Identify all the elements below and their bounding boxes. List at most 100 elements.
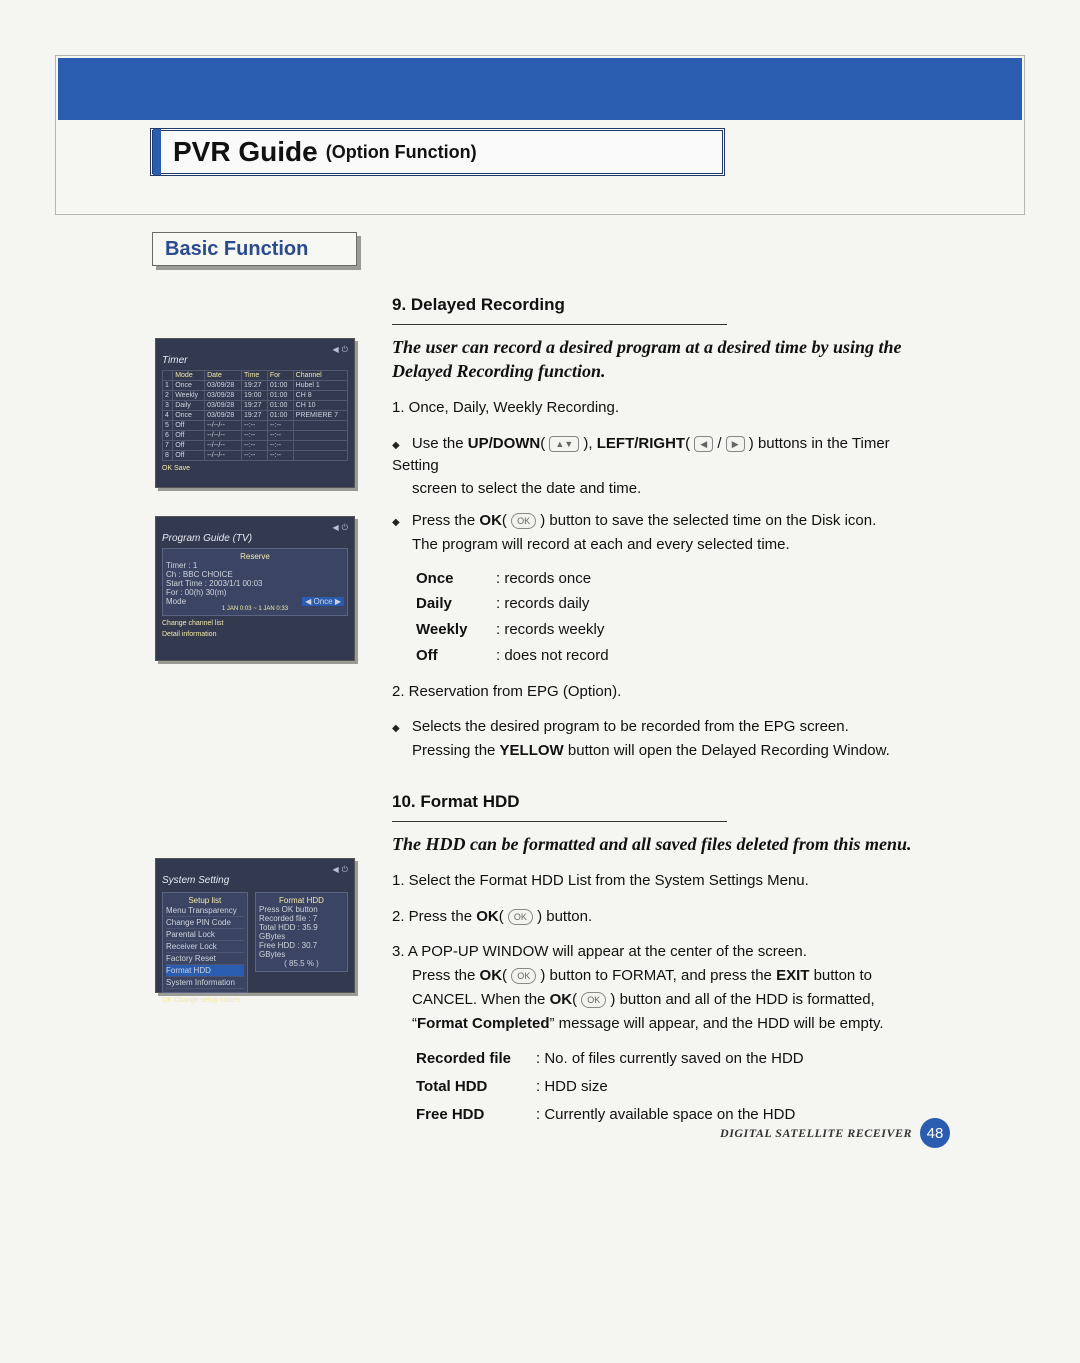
info-line: Total HDD : 35.9 GBytes — [259, 923, 344, 941]
epg-hint1: Change channel list — [162, 620, 348, 627]
list-item: Menu Transparency — [166, 905, 244, 917]
left-icon: ◀ — [694, 436, 713, 452]
ok-label: OK — [550, 991, 573, 1008]
list-item: Receiver Lock — [166, 941, 244, 953]
title-main: PVR Guide — [173, 136, 318, 168]
epg-reserve-panel: Reserve Timer : 1 Ch : BBC CHOICE Start … — [162, 548, 348, 616]
epg-range: 1 JAN 0:03 ~ 1 JAN 0:33 — [166, 606, 344, 612]
table-row: 7Off--/--/----:----:-- — [163, 441, 348, 451]
mode-value: records weekly — [496, 619, 604, 641]
divider — [392, 821, 727, 822]
ok-label: OK — [480, 967, 503, 984]
ok-icon: OK — [511, 513, 536, 529]
section-9-heading: 9. Delayed Recording — [392, 293, 927, 318]
mode-value: records once — [496, 568, 591, 590]
epg-start: Start Time : 2003/1/1 00:03 — [166, 579, 344, 588]
def-value: HDD size — [536, 1076, 608, 1098]
step-2: 2. Reservation from EPG (Option). — [392, 681, 927, 703]
bullet-item: Use the UP/DOWN( ▲▼ ), LEFT/RIGHT( ◀ / ▶… — [392, 433, 927, 500]
table-row: 6Off--/--/----:----:-- — [163, 431, 348, 441]
table-row: 5Off--/--/----:----:-- — [163, 421, 348, 431]
epg-title: Program Guide (TV) — [162, 533, 348, 544]
table-header-row: Mode Date Time For Channel — [163, 371, 348, 381]
list-item: Format HDD — [166, 965, 244, 977]
content-column: 9. Delayed Recording The user can record… — [392, 285, 927, 1140]
page-footer: DIGITAL SATELLITE RECEIVER 48 — [720, 1118, 950, 1148]
format-hdd-header: Format HDD — [259, 896, 344, 905]
system-title: System Setting — [162, 875, 348, 886]
epg-for: For : 00(h) 30(m) — [166, 588, 344, 597]
title-bar: PVR Guide (Option Function) — [150, 128, 725, 176]
timer-title: Timer — [162, 355, 348, 366]
timer-hint: OK Save — [162, 465, 348, 472]
divider — [392, 324, 727, 325]
section-9-intro: The user can record a desired program at… — [392, 335, 927, 384]
system-thumbnail: ◀⏻ System Setting Setup list Menu Transp… — [155, 858, 355, 993]
ok-icon: OK — [511, 968, 536, 984]
def-key: Total HDD — [416, 1076, 536, 1098]
hdd-defs-table: Recorded fileNo. of files currently save… — [416, 1048, 927, 1125]
list-item: Parental Lock — [166, 929, 244, 941]
footer-label: DIGITAL SATELLITE RECEIVER — [720, 1126, 912, 1141]
ok-icon: OK — [508, 909, 533, 925]
mode-key: Off — [416, 645, 496, 667]
epg-hint2: Detail information — [162, 631, 348, 638]
title-sub: (Option Function) — [326, 142, 477, 163]
table-row: 1Once03/09/2819:2701:00Hubel 1 — [163, 381, 348, 391]
blue-header-band — [58, 58, 1022, 120]
epg-channel: Ch : BBC CHOICE — [166, 570, 344, 579]
mode-key: Once — [416, 568, 496, 590]
section-10-heading: 10. Format HDD — [392, 790, 927, 815]
mode-key: Weekly — [416, 619, 496, 641]
updown-label: UP/DOWN — [468, 435, 541, 452]
power-icon: ⏻ — [342, 523, 348, 532]
step-1: 1. Once, Daily, Weekly Recording. — [392, 397, 927, 419]
ok-icon: OK — [581, 992, 606, 1008]
setup-list-header: Setup list — [166, 896, 244, 905]
list-item: System Information — [166, 977, 244, 989]
info-line: ( 85.5 % ) — [259, 959, 344, 968]
section-10-intro: The HDD can be formatted and all saved f… — [392, 832, 927, 856]
leftright-label: LEFT/RIGHT — [597, 435, 685, 452]
setup-list-panel: Setup list Menu Transparency Change PIN … — [162, 892, 248, 993]
mode-value: does not record — [496, 645, 609, 667]
info-line: Free HDD : 30.7 GBytes — [259, 941, 344, 959]
epg-mode: Mode — [166, 597, 186, 606]
timer-table: Mode Date Time For Channel 1Once03/09/28… — [162, 370, 348, 461]
reserve-label: Reserve — [166, 552, 344, 561]
def-key: Free HDD — [416, 1104, 536, 1126]
epg-timer: Timer : 1 — [166, 561, 344, 570]
epg-thumbnail: ◀⏻ Program Guide (TV) Reserve Timer : 1 … — [155, 516, 355, 661]
page-number-badge: 48 — [920, 1118, 950, 1148]
def-value: No. of files currently saved on the HDD — [536, 1048, 804, 1070]
step-1: 1. Select the Format HDD List from the S… — [392, 870, 927, 892]
section-heading: Basic Function — [152, 232, 357, 266]
right-icon: ▶ — [726, 436, 745, 452]
bullet-item: Press the OK( OK ) button to save the se… — [392, 510, 927, 556]
system-hint: OK Change setup values — [162, 997, 348, 1004]
table-row: 2Weekly03/09/2819:0001:00CH 8 — [163, 391, 348, 401]
format-hdd-panel: Format HDD Press OK button Recorded file… — [255, 892, 348, 972]
updown-icon: ▲▼ — [549, 436, 579, 452]
nav-icon: ◀ — [333, 523, 339, 532]
table-row: 8Off--/--/----:----:-- — [163, 451, 348, 461]
format-completed-label: Format Completed — [417, 1015, 550, 1032]
ok-label: OK — [476, 908, 499, 925]
nav-icon: ◀ — [333, 865, 339, 874]
yellow-label: YELLOW — [500, 742, 564, 759]
step-2: 2. Press the OK( OK ) button. — [392, 906, 927, 928]
bullet-item: Selects the desired program to be record… — [392, 716, 927, 762]
list-item: Factory Reset — [166, 953, 244, 965]
mode-value: records daily — [496, 593, 589, 615]
title-accent — [153, 129, 161, 175]
exit-label: EXIT — [776, 967, 809, 984]
power-icon: ⏻ — [342, 345, 348, 354]
timer-thumbnail: ◀⏻ Timer Mode Date Time For Channel 1Onc… — [155, 338, 355, 488]
table-row: 3Daily03/09/2819:2701:00CH 10 — [163, 401, 348, 411]
ok-label: OK — [479, 512, 502, 529]
info-line: Press OK button — [259, 905, 344, 914]
nav-icon: ◀ — [333, 345, 339, 354]
mode-key: Daily — [416, 593, 496, 615]
epg-once: ◀ Once ▶ — [302, 597, 344, 606]
power-icon: ⏻ — [342, 865, 348, 874]
